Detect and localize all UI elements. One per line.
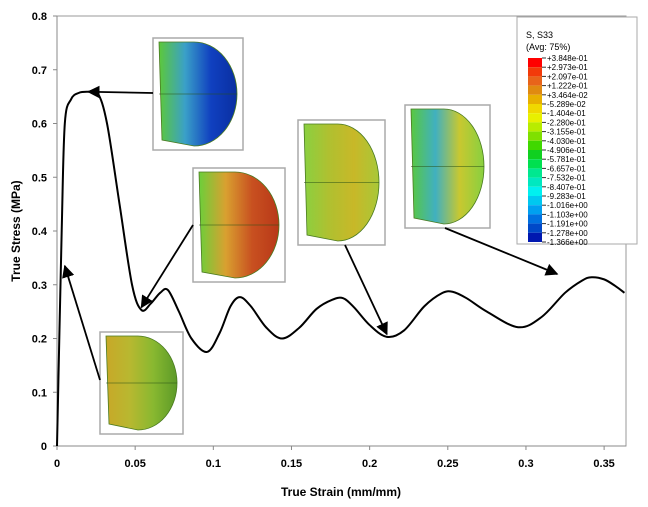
y-axis-label: True Stress (MPa) — [9, 180, 23, 281]
legend-label: -6.657e-01 — [547, 164, 586, 173]
legend-swatch — [528, 196, 542, 206]
legend-swatch — [528, 76, 542, 86]
legend-swatch — [528, 186, 542, 196]
legend-label: -1.191e+00 — [547, 220, 588, 229]
x-tick-label: 0 — [54, 458, 60, 470]
x-tick-label: 0.25 — [437, 458, 458, 470]
inset-second-valley — [297, 119, 386, 246]
axes: 0 0.05 0.1 0.15 0.2 0.25 0.3 0.35 0 0.1 0.2 0.3 0.4 0… — [32, 11, 627, 470]
y-tick-label: 0.7 — [32, 65, 47, 77]
legend-swatch — [528, 122, 542, 132]
legend-swatch — [528, 150, 542, 160]
legend-swatch — [528, 85, 542, 95]
legend-label: -2.280e-01 — [547, 118, 586, 127]
legend-label: -1.366e+00 — [547, 238, 588, 247]
x-tick-label: 0.1 — [206, 458, 221, 470]
x-axis-label: True Strain (mm/mm) — [281, 485, 401, 499]
legend-swatch — [528, 58, 542, 68]
annotation-arrow — [87, 85, 154, 99]
legend-label: -1.103e+00 — [547, 210, 588, 219]
legend-swatch — [528, 159, 542, 169]
y-tick-label: 0.1 — [32, 387, 47, 399]
legend-swatch — [528, 214, 542, 224]
legend-label: -4.030e-01 — [547, 137, 586, 146]
y-tick-label: 0.3 — [32, 280, 47, 292]
x-tick-label: 0.15 — [281, 458, 302, 470]
legend-swatch — [528, 67, 542, 77]
annotation-arrow — [140, 224, 194, 309]
legend-label: +2.097e-01 — [547, 72, 588, 81]
series-line — [56, 89, 626, 447]
y-tick-label: 0.4 — [32, 226, 48, 238]
legend-label: -5.289e-02 — [547, 100, 586, 109]
legend-label: -1.016e+00 — [547, 201, 588, 210]
x-tick-label: 0.05 — [124, 458, 145, 470]
annotation-arrows — [62, 85, 559, 381]
y-tick-label: 0.5 — [32, 172, 47, 184]
legend-label: -8.407e-01 — [547, 183, 586, 192]
x-tick-label: 0.3 — [518, 458, 533, 470]
series — [56, 89, 626, 447]
y-tick-label: 0.8 — [32, 11, 47, 23]
legend-label: +3.464e-02 — [547, 91, 588, 100]
legend-subtitle: (Avg: 75%) — [526, 42, 570, 52]
y-tick-label: 0.2 — [32, 334, 47, 346]
legend-label: -1.404e-01 — [547, 109, 586, 118]
contour-legend: S, S33 (Avg: 75%) +3.848e-01+2.973e-01+2.0… — [516, 16, 638, 247]
legend-title: S, S33 — [526, 30, 553, 40]
legend-swatch — [528, 232, 542, 242]
legend-label: +3.848e-01 — [547, 54, 588, 63]
y-tick-label: 0.6 — [32, 119, 47, 131]
legend-swatch — [528, 104, 542, 114]
annotation-arrow — [62, 264, 101, 381]
legend-swatch — [528, 223, 542, 233]
legend-swatch — [528, 94, 542, 104]
y-tick-label: 0 — [41, 441, 47, 453]
legend-label: -1.278e+00 — [547, 229, 588, 238]
legend-label: -9.283e-01 — [547, 192, 586, 201]
legend-label: -4.906e-01 — [547, 146, 586, 155]
x-tick-label: 0.35 — [593, 458, 614, 470]
inset-elastic — [99, 331, 184, 435]
legend-label: -5.781e-01 — [547, 155, 586, 164]
x-tick-label: 0.2 — [362, 458, 377, 470]
legend-swatch — [528, 113, 542, 123]
annotation-arrow — [444, 227, 559, 276]
legend-label: -3.155e-01 — [547, 128, 586, 137]
contour-insets — [99, 37, 491, 435]
annotation-arrow — [344, 244, 388, 336]
legend-swatch — [528, 131, 542, 141]
inset-peak — [152, 37, 244, 151]
legend-swatch — [528, 177, 542, 187]
legend-swatch — [528, 168, 542, 178]
legend-label: +2.973e-01 — [547, 63, 588, 72]
legend-label: +1.222e-01 — [547, 82, 588, 91]
inset-late — [404, 104, 491, 229]
legend-label: -7.532e-01 — [547, 174, 586, 183]
inset-first-drop — [192, 167, 286, 283]
legend-swatch — [528, 140, 542, 150]
legend-swatch — [528, 205, 542, 215]
